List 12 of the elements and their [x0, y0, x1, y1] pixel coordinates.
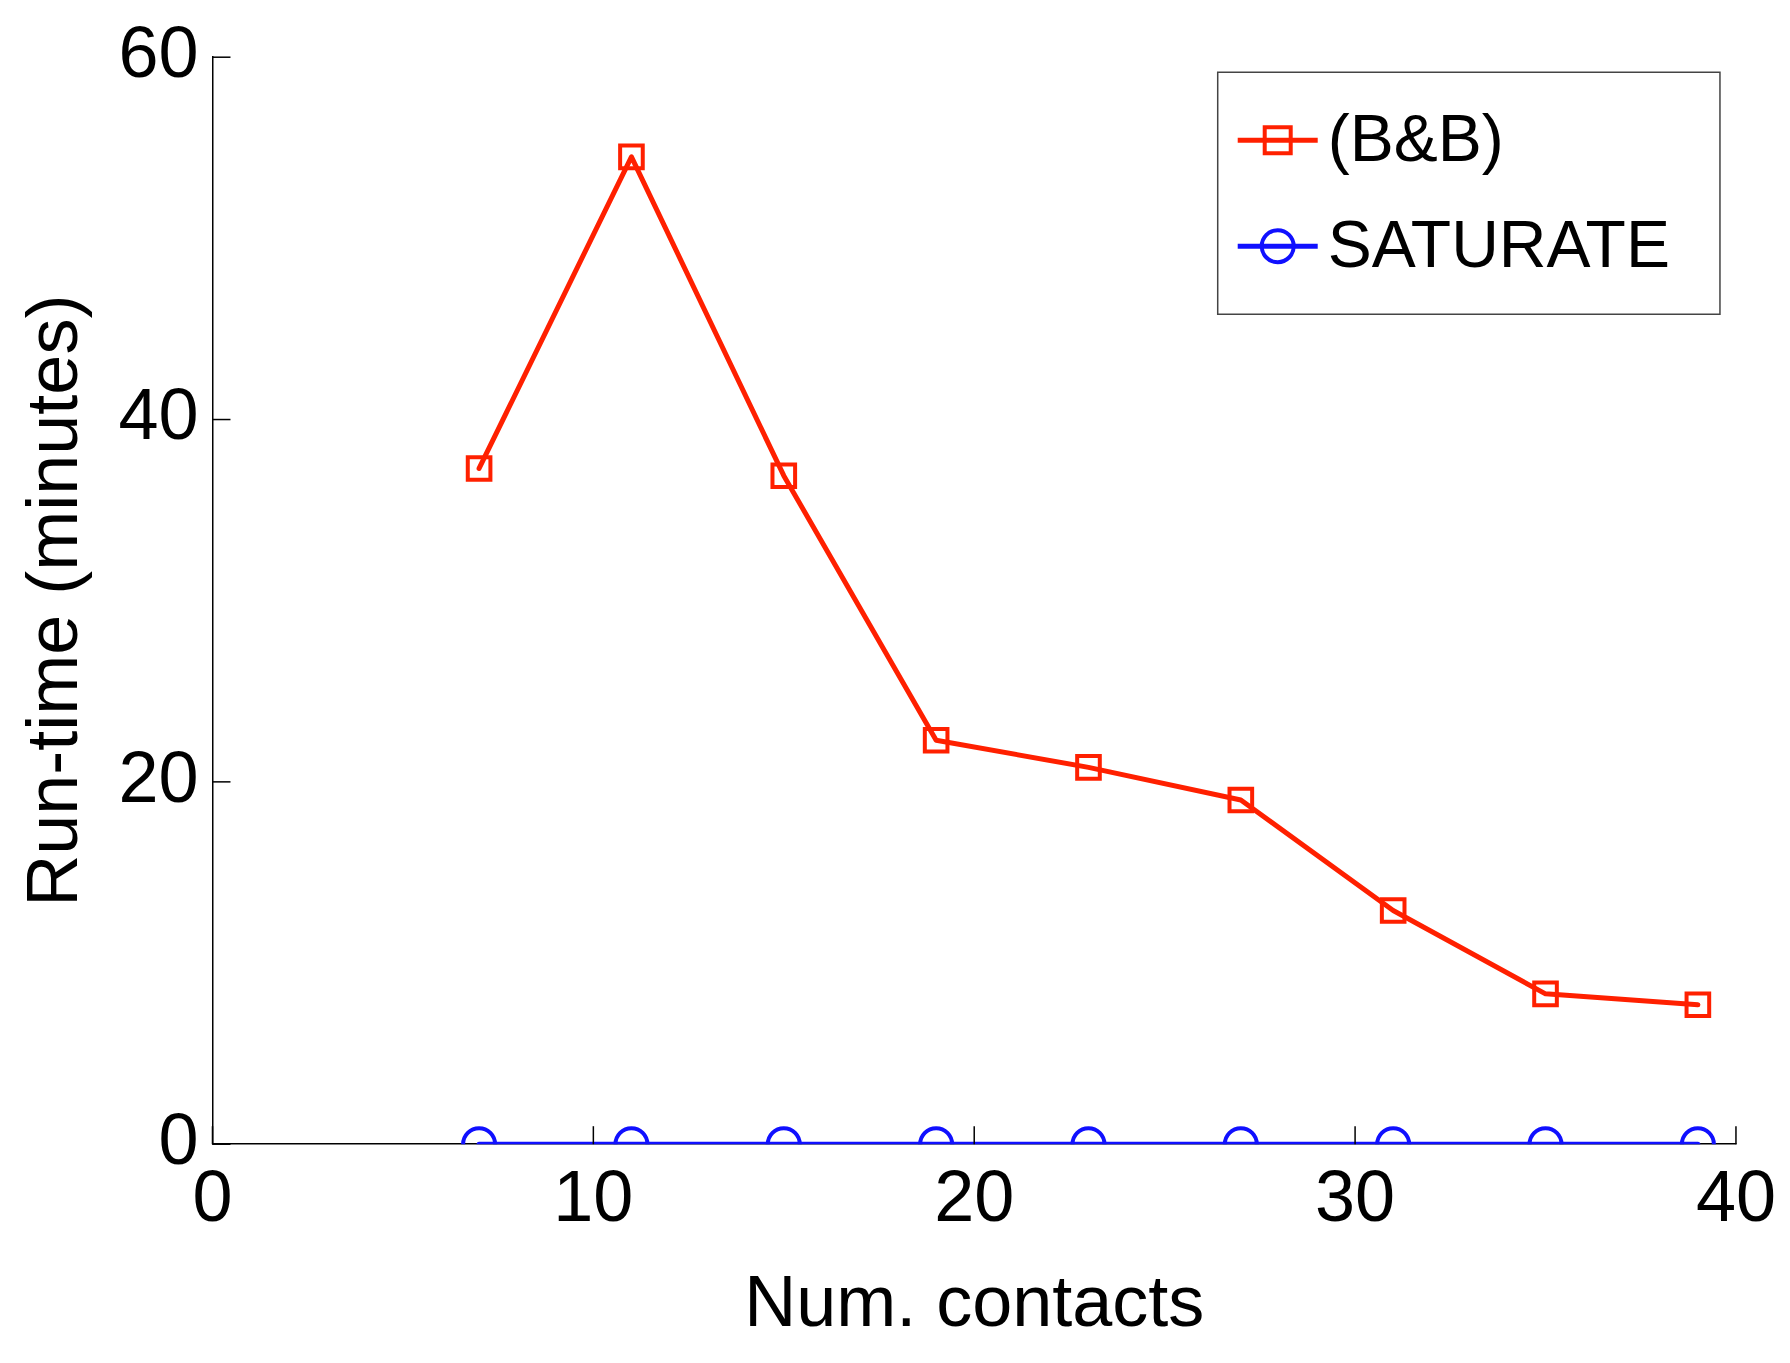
x-tick-label: 10 [553, 1156, 634, 1237]
x-tick-label: 20 [934, 1156, 1015, 1237]
x-tick-label: 30 [1315, 1156, 1396, 1237]
legend-label: (B&B) [1327, 101, 1504, 176]
legend-label: SATURATE [1327, 207, 1670, 282]
y-tick-label: 20 [118, 736, 199, 817]
y-tick-label: 0 [158, 1099, 199, 1180]
y-tick-label: 60 [118, 12, 199, 93]
x-axis-title: Num. contacts [744, 1260, 1205, 1341]
y-tick-label: 40 [118, 374, 199, 455]
x-tick-label: 40 [1695, 1156, 1776, 1237]
y-axis-title: Run-time (minutes) [12, 294, 93, 907]
